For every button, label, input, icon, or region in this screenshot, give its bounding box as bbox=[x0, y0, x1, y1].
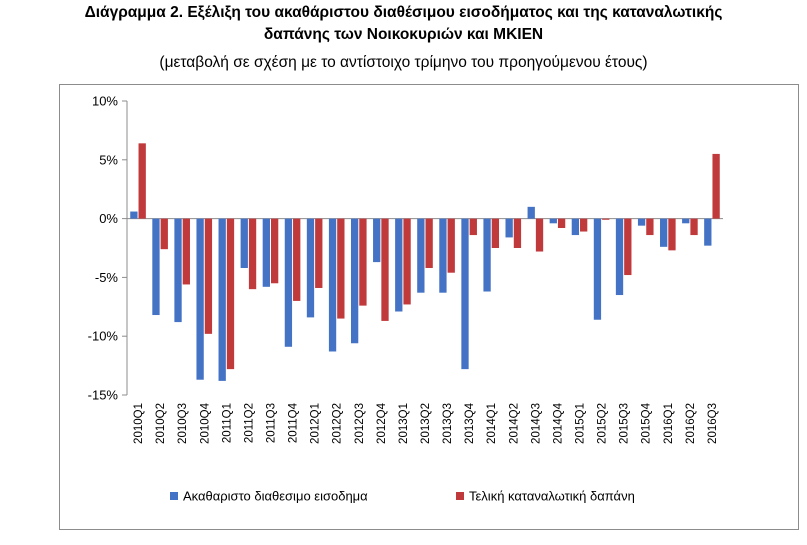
x-tick-label: 2015Q3 bbox=[619, 403, 631, 444]
bar-income bbox=[130, 211, 138, 219]
x-tick-label: 2016Q1 bbox=[663, 403, 675, 444]
bar-consumption bbox=[624, 218, 632, 276]
bar-consumption bbox=[315, 218, 323, 288]
y-tick-label: -10% bbox=[88, 329, 119, 344]
x-tick-label: 2012Q3 bbox=[354, 403, 366, 444]
bar-consumption bbox=[469, 218, 477, 236]
x-tick-label: 2015Q2 bbox=[597, 403, 609, 444]
bar-consumption bbox=[425, 218, 433, 268]
chart-title-line-1: Διάγραμμα 2. Εξέλιξη του ακαθάριστου δια… bbox=[84, 4, 723, 21]
bar-consumption bbox=[712, 153, 720, 219]
bar-consumption bbox=[557, 218, 566, 229]
bar-income bbox=[483, 218, 491, 292]
bar-income bbox=[218, 218, 226, 381]
bar-income bbox=[395, 218, 403, 312]
bar-consumption bbox=[337, 218, 345, 319]
bar-income bbox=[240, 218, 248, 268]
x-tick-label: 2012Q4 bbox=[376, 402, 388, 444]
bar-consumption bbox=[491, 218, 500, 248]
x-tick-label: 2014Q3 bbox=[530, 403, 542, 444]
x-tick-label: 2012Q1 bbox=[310, 403, 322, 444]
legend-label: Ακαθαριστο διαθεσιμο εισοδημα bbox=[183, 489, 368, 504]
legend-label: Τελική καταναλωτική δαπάνη bbox=[469, 489, 635, 504]
chart-subtitle: (μεταβολή σε σχέση με το αντίστοιχο τρίμ… bbox=[159, 54, 648, 71]
y-tick-label: 5% bbox=[99, 152, 118, 167]
bar-income bbox=[660, 218, 668, 247]
x-tick-label: 2013Q3 bbox=[442, 403, 454, 444]
bar-consumption bbox=[293, 218, 301, 301]
bar-income bbox=[571, 218, 580, 236]
x-tick-label: 2011Q4 bbox=[288, 402, 300, 443]
x-tick-label: 2014Q1 bbox=[486, 403, 498, 444]
bar-consumption bbox=[204, 218, 213, 334]
y-tick-label: 0% bbox=[99, 211, 118, 226]
x-tick-label: 2015Q4 bbox=[641, 402, 653, 444]
y-tick-label: -15% bbox=[88, 388, 119, 403]
bar-income bbox=[373, 218, 381, 263]
x-tick-label: 2013Q1 bbox=[398, 403, 410, 444]
chart-title: Διάγραμμα 2. Εξέλιξη του ακαθάριστου δια… bbox=[0, 2, 807, 46]
bar-consumption bbox=[447, 218, 455, 273]
bar-income bbox=[615, 218, 624, 296]
x-tick-label: 2016Q3 bbox=[707, 403, 719, 444]
bar-income bbox=[350, 218, 359, 344]
x-tick-label: 2010Q1 bbox=[133, 403, 145, 444]
legend-swatch bbox=[456, 492, 464, 500]
x-tick-label: 2010Q3 bbox=[177, 403, 189, 444]
bar-consumption bbox=[138, 143, 146, 219]
x-tick-label: 2014Q4 bbox=[552, 402, 564, 444]
bar-consumption bbox=[403, 218, 411, 305]
x-tick-label: 2011Q2 bbox=[243, 403, 255, 443]
x-tick-label: 2010Q4 bbox=[199, 402, 211, 444]
x-tick-label: 2011Q3 bbox=[265, 403, 277, 443]
bar-consumption bbox=[381, 218, 389, 321]
legend-swatch bbox=[170, 492, 178, 500]
bar-income bbox=[262, 218, 270, 287]
bar-consumption bbox=[160, 218, 168, 250]
bar-consumption bbox=[513, 218, 522, 248]
bar-consumption bbox=[270, 218, 279, 284]
bar-income bbox=[328, 218, 337, 352]
bar-income bbox=[505, 218, 513, 238]
chart-frame bbox=[59, 84, 799, 530]
bar-consumption bbox=[690, 218, 698, 236]
bar-income bbox=[637, 218, 646, 226]
bar-income bbox=[682, 218, 690, 224]
bar-consumption bbox=[535, 218, 544, 252]
bar-income bbox=[152, 218, 160, 316]
bar-income bbox=[704, 218, 712, 246]
bar-consumption bbox=[580, 218, 588, 232]
bar-consumption bbox=[182, 218, 190, 285]
bar-income bbox=[549, 218, 557, 224]
x-tick-label: 2014Q2 bbox=[508, 403, 520, 444]
y-tick-label: -5% bbox=[95, 270, 119, 285]
x-tick-label: 2011Q1 bbox=[221, 403, 233, 443]
x-tick-label: 2016Q2 bbox=[685, 403, 697, 444]
bar-consumption bbox=[359, 218, 367, 306]
bar-consumption bbox=[668, 218, 676, 251]
bar-income bbox=[461, 218, 469, 370]
bar-income bbox=[527, 206, 535, 219]
x-tick-label: 2012Q2 bbox=[332, 403, 344, 444]
x-tick-label: 2013Q2 bbox=[420, 403, 432, 444]
y-tick-label: 10% bbox=[92, 94, 118, 109]
x-tick-label: 2010Q2 bbox=[155, 403, 167, 444]
bar-income bbox=[284, 218, 293, 347]
bar-income bbox=[174, 218, 182, 323]
x-tick-label: 2015Q1 bbox=[575, 403, 587, 444]
x-tick-label: 2013Q4 bbox=[464, 402, 476, 444]
bar-income bbox=[196, 218, 204, 380]
bar-income bbox=[439, 218, 447, 293]
bar-income bbox=[306, 218, 315, 318]
bar-consumption bbox=[226, 218, 235, 370]
bar-income bbox=[593, 218, 602, 320]
bar-income bbox=[417, 218, 425, 293]
bar-consumption bbox=[602, 218, 610, 220]
bar-consumption bbox=[248, 218, 257, 290]
bar-consumption bbox=[646, 218, 654, 236]
chart-title-line-2: δαπάνης των Νοικοκυριών και ΜΚΙΕΝ bbox=[263, 26, 544, 43]
